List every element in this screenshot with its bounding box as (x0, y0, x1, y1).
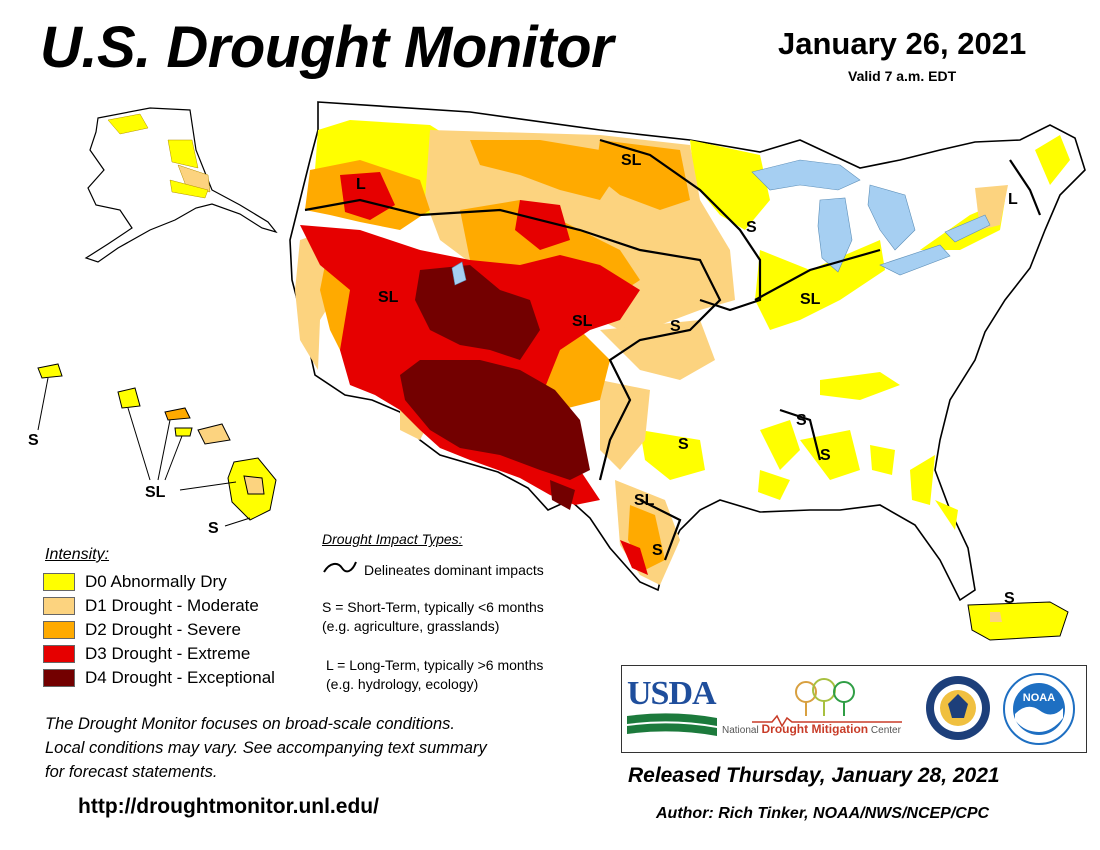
map-label-oregon: L (356, 176, 366, 193)
map-label-hawaii-west: S (28, 432, 39, 449)
ndmc-national: National (722, 725, 759, 736)
legend-item-d0: D0 Abnormally Dry (43, 571, 227, 593)
ndmc-wordmark: National Drought Mitigation Center (722, 722, 901, 736)
impact-long-term: L = Long-Term, typically >6 months (326, 657, 544, 673)
map-date: January 26, 2021 (778, 26, 1027, 61)
release-date: Released Thursday, January 28, 2021 (628, 764, 1000, 787)
author-credit: Author: Rich Tinker, NOAA/NWS/NCEP/CPC (656, 805, 990, 822)
noaa-seal-icon (1003, 673, 1075, 745)
map-label-arkansas: S (678, 436, 689, 453)
map-label-alabama: S (820, 447, 831, 464)
hawaii-leaders (37, 377, 251, 527)
legend-label: D4 Drought - Exceptional (85, 668, 275, 687)
impact-types-title: Drought Impact Types: (322, 531, 463, 547)
legend-swatch (43, 621, 75, 639)
commerce-seal-icon (926, 676, 990, 740)
impact-line-icon (323, 561, 357, 573)
noaa-logo: NOAA (1002, 672, 1076, 746)
legend-item-d1: D1 Drought - Moderate (43, 595, 259, 617)
map-label-indiana: SL (800, 291, 821, 308)
map-label-puerto-rico: S (1004, 590, 1015, 607)
legend-label: D2 Drought - Severe (85, 620, 241, 639)
map-label-minnesota: S (746, 219, 757, 236)
website-link[interactable]: http://droughtmonitor.unl.edu/ (78, 795, 379, 818)
impact-short-term: S = Short-Term, typically <6 months (322, 599, 544, 615)
note-line: Local conditions may vary. See accompany… (45, 739, 487, 757)
map-label-maine: L (1008, 191, 1018, 208)
map-label-texas-south: S (652, 542, 663, 559)
usda-swoosh-icon (627, 713, 717, 736)
hawaii (37, 363, 277, 521)
legend-swatch (43, 669, 75, 687)
legend-item-d2: D2 Drought - Severe (43, 619, 241, 641)
great-lakes (451, 159, 991, 286)
map-label-colorado: SL (572, 313, 593, 330)
noaa-wordmark: NOAA (1022, 692, 1056, 704)
legend-swatch (43, 645, 75, 663)
ndmc-logo: National Drought Mitigation Center (722, 678, 922, 740)
usda-wordmark: USDA (627, 675, 717, 712)
usda-logo: USDA (627, 676, 719, 740)
map-label-kansas: S (670, 318, 681, 335)
note-line: The Drought Monitor focuses on broad-sca… (45, 715, 455, 733)
legend-label: D0 Abnormally Dry (85, 572, 227, 591)
legend-swatch (43, 573, 75, 591)
map-label-mississippi: S (796, 412, 807, 429)
map-label-hawaii-mid: SL (145, 484, 166, 501)
impact-short-term-examples: (e.g. agriculture, grasslands) (322, 618, 500, 634)
map-label-hawaii-big: S (208, 520, 219, 537)
legend-label: D1 Drought - Moderate (85, 596, 259, 615)
legend-item-d3: D3 Drought - Extreme (43, 643, 250, 665)
legend-label: D3 Drought - Extreme (85, 644, 251, 663)
note-line: for forecast statements. (45, 763, 218, 781)
map-label-texas-central: SL (634, 492, 655, 509)
ndmc-drought: Drought Mitigation (761, 722, 869, 736)
puerto-rico (967, 601, 1069, 641)
d4-areas (400, 265, 590, 510)
drought-line-icon (752, 714, 902, 728)
valid-time: Valid 7 a.m. EDT (848, 68, 957, 84)
tree-icon (795, 678, 855, 716)
impact-boundaries (304, 138, 1042, 561)
impact-delineates: Delineates dominant impacts (364, 562, 544, 578)
ndmc-center: Center (870, 725, 901, 736)
alaska (84, 107, 278, 263)
legend-title: Intensity: (45, 546, 110, 563)
impact-long-term-examples: (e.g. hydrology, ecology) (326, 676, 479, 692)
legend-swatch (43, 597, 75, 615)
map-title: U.S. Drought Monitor (40, 15, 614, 80)
partner-logos: USDA National Drought Mitigation Center (621, 665, 1087, 753)
disclaimer-note: The Drought Monitor focuses on broad-sca… (45, 712, 487, 784)
map-label-dakotas: SL (621, 152, 642, 169)
legend-item-d4: D4 Drought - Exceptional (43, 667, 275, 689)
map-label-nevada: SL (378, 289, 399, 306)
